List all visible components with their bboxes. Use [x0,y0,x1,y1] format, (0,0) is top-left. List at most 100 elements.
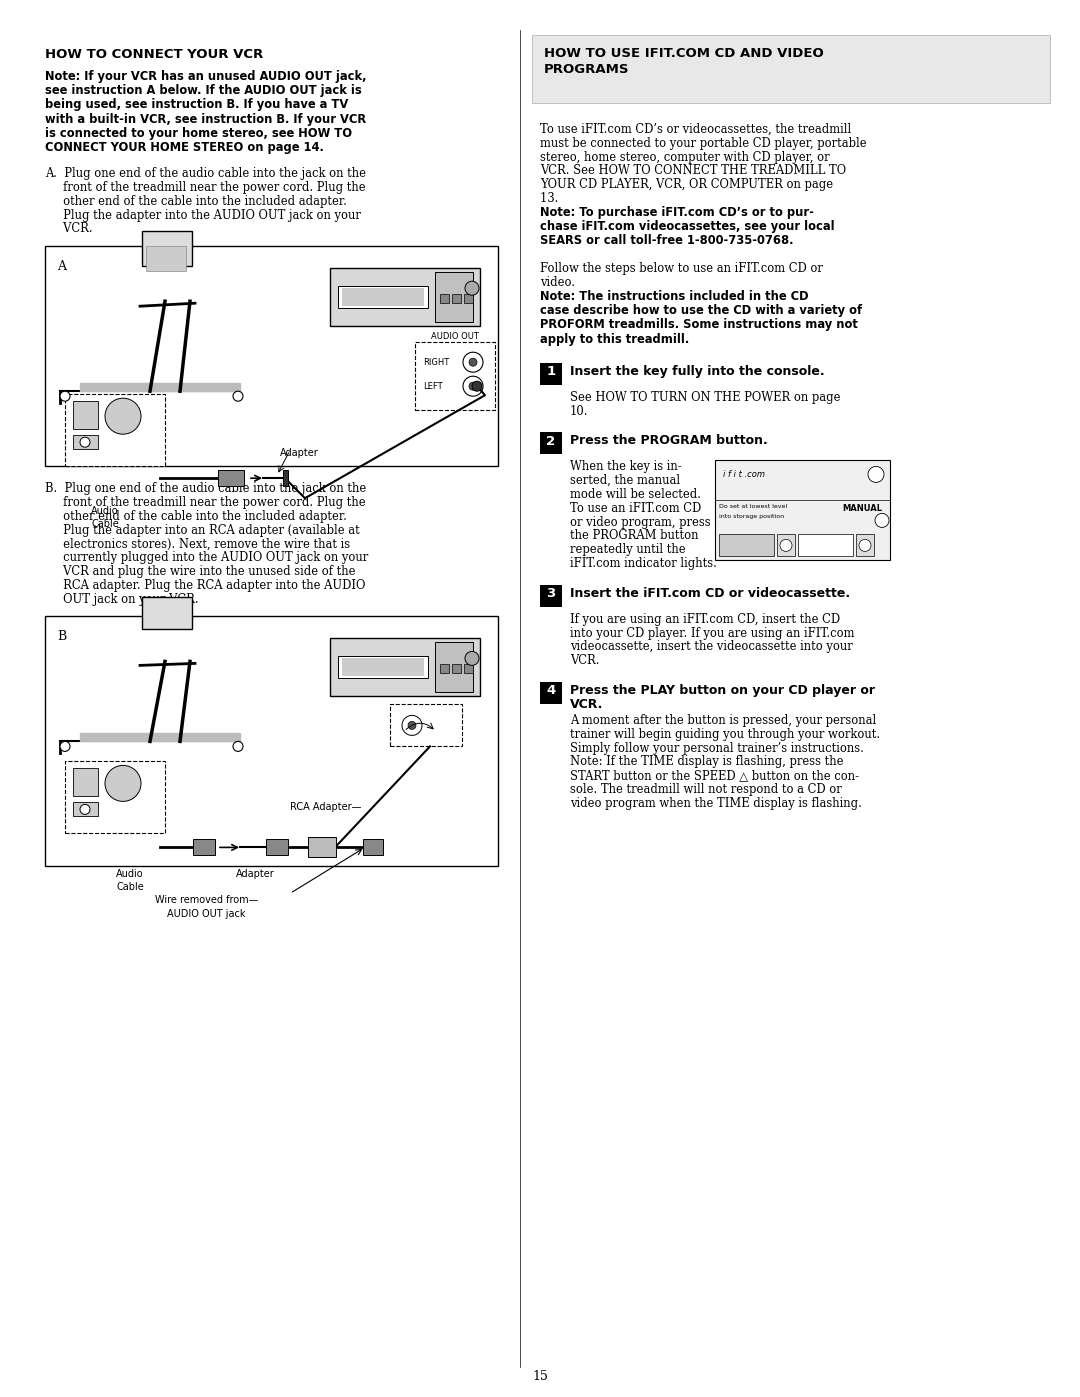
Text: electronics stores). Next, remove the wire that is: electronics stores). Next, remove the wi… [45,538,350,550]
Text: YOUR CD PLAYER, VCR, OR COMPUTER on page: YOUR CD PLAYER, VCR, OR COMPUTER on page [540,179,833,191]
Text: AUDIO OUT jack: AUDIO OUT jack [167,909,245,919]
Circle shape [463,376,483,397]
Text: SEARS or call toll-free 1-800-735-0768.: SEARS or call toll-free 1-800-735-0768. [540,235,794,247]
Circle shape [105,766,141,802]
Text: into storage position: into storage position [719,514,784,520]
Circle shape [465,281,480,295]
Bar [715,461,890,560]
Bar [532,35,1050,103]
Bar [440,295,449,303]
Text: Note: The instructions included in the CD: Note: The instructions included in the C… [540,291,809,303]
Bar [65,394,165,467]
Circle shape [80,805,90,814]
Text: RIGHT: RIGHT [423,358,449,367]
Text: If you are using an iFIT.com CD, insert the CD: If you are using an iFIT.com CD, insert … [570,613,840,626]
Circle shape [233,742,243,752]
Circle shape [80,437,90,447]
Text: Plug the adapter into the AUDIO OUT jack on your: Plug the adapter into the AUDIO OUT jack… [45,208,361,222]
Circle shape [408,721,416,729]
Text: OUT jack on your VCR.: OUT jack on your VCR. [45,592,199,606]
Text: Note: If the TIME display is flashing, press the: Note: If the TIME display is flashing, p… [570,756,843,768]
Bar [141,598,192,630]
Text: Adapter: Adapter [235,869,274,879]
Bar [540,585,562,606]
Text: with a built-in VCR, see instruction B. If your VCR: with a built-in VCR, see instruction B. … [45,113,366,126]
Text: Press the PLAY button on your CD player or: Press the PLAY button on your CD player … [570,685,875,697]
Text: Note: If your VCR has an unused AUDIO OUT jack,: Note: If your VCR has an unused AUDIO OU… [45,70,366,82]
Text: 3: 3 [546,587,555,601]
Bar [73,768,98,796]
Circle shape [402,715,422,735]
Bar [435,272,473,323]
Bar [45,616,498,866]
Text: PROFORM treadmills. Some instructions may not: PROFORM treadmills. Some instructions ma… [540,319,858,331]
Text: B.  Plug one end of the audio cable into the jack on the: B. Plug one end of the audio cable into … [45,482,366,495]
Circle shape [465,651,480,665]
Text: front of the treadmill near the power cord. Plug the: front of the treadmill near the power co… [45,496,366,509]
Circle shape [463,352,483,372]
Bar [73,401,98,429]
Circle shape [60,391,70,401]
Text: Audio
Cable: Audio Cable [117,869,144,893]
Bar [540,363,562,384]
Text: 4: 4 [546,685,555,697]
Bar [777,535,795,556]
Text: videocassette, insert the videocassette into your: videocassette, insert the videocassette … [570,640,853,654]
Text: VCR.: VCR. [570,654,599,668]
Text: into your CD player. If you are using an iFIT.com: into your CD player. If you are using an… [570,627,854,640]
Bar [856,535,874,556]
Text: chase iFIT.com videocassettes, see your local: chase iFIT.com videocassettes, see your … [540,219,835,233]
Text: To use an iFIT.com CD: To use an iFIT.com CD [570,502,701,515]
Circle shape [859,539,870,552]
Bar [719,535,774,556]
Bar [308,837,336,858]
Bar [283,471,288,486]
Text: Insert the iFIT.com CD or videocassette.: Insert the iFIT.com CD or videocassette. [570,587,850,599]
Bar [798,535,853,556]
Text: See HOW TO TURN ON THE POWER on page: See HOW TO TURN ON THE POWER on page [570,391,840,404]
Bar [73,436,98,450]
Text: iFIT.com indicator lights.: iFIT.com indicator lights. [570,557,717,570]
Polygon shape [80,383,240,391]
Bar [540,433,562,454]
Circle shape [60,742,70,752]
Circle shape [469,358,477,366]
Bar [266,840,288,855]
Text: Wire removed from—: Wire removed from— [156,895,258,905]
Text: QUICK: QUICK [815,545,835,550]
Bar [390,704,462,746]
Text: Simply follow your personal trainer’s instructions.: Simply follow your personal trainer’s in… [570,742,864,754]
Bar [453,665,461,673]
Bar [45,246,498,467]
Text: AUDIO OUT: AUDIO OUT [431,332,478,341]
Text: 15: 15 [532,1370,548,1383]
Text: 10.: 10. [570,405,589,418]
Text: other end of the cable into the included adapter.: other end of the cable into the included… [45,510,347,522]
Text: Insert the key fully into the console.: Insert the key fully into the console. [570,365,825,377]
Bar [146,246,186,271]
Circle shape [780,539,792,552]
Text: i f i t .com: i f i t .com [723,471,765,479]
Text: LEFT: LEFT [423,383,443,391]
Text: Press the PROGRAM button.: Press the PROGRAM button. [570,434,768,447]
Text: repeatedly until the: repeatedly until the [570,543,686,556]
Circle shape [105,398,141,434]
Text: the PROGRAM button: the PROGRAM button [570,529,699,542]
Text: currently plugged into the AUDIO OUT jack on your: currently plugged into the AUDIO OUT jac… [45,552,368,564]
Text: apply to this treadmill.: apply to this treadmill. [540,332,689,345]
Text: RCA adapter. Plug the RCA adapter into the AUDIO: RCA adapter. Plug the RCA adapter into t… [45,578,365,592]
Bar [363,840,383,855]
Circle shape [233,391,243,401]
Bar [464,665,473,673]
Bar [73,802,98,816]
Bar [330,268,480,327]
Circle shape [472,381,482,391]
Text: VCR and plug the wire into the unused side of the: VCR and plug the wire into the unused si… [45,564,355,578]
Text: stereo, home stereo, computer with CD player, or: stereo, home stereo, computer with CD pl… [540,151,829,163]
Bar [141,231,192,267]
Bar [435,643,473,693]
Text: case describe how to use the CD with a variety of: case describe how to use the CD with a v… [540,305,862,317]
Bar [342,288,424,306]
Bar [65,761,165,834]
Text: A.  Plug one end of the audio cable into the jack on the: A. Plug one end of the audio cable into … [45,168,366,180]
